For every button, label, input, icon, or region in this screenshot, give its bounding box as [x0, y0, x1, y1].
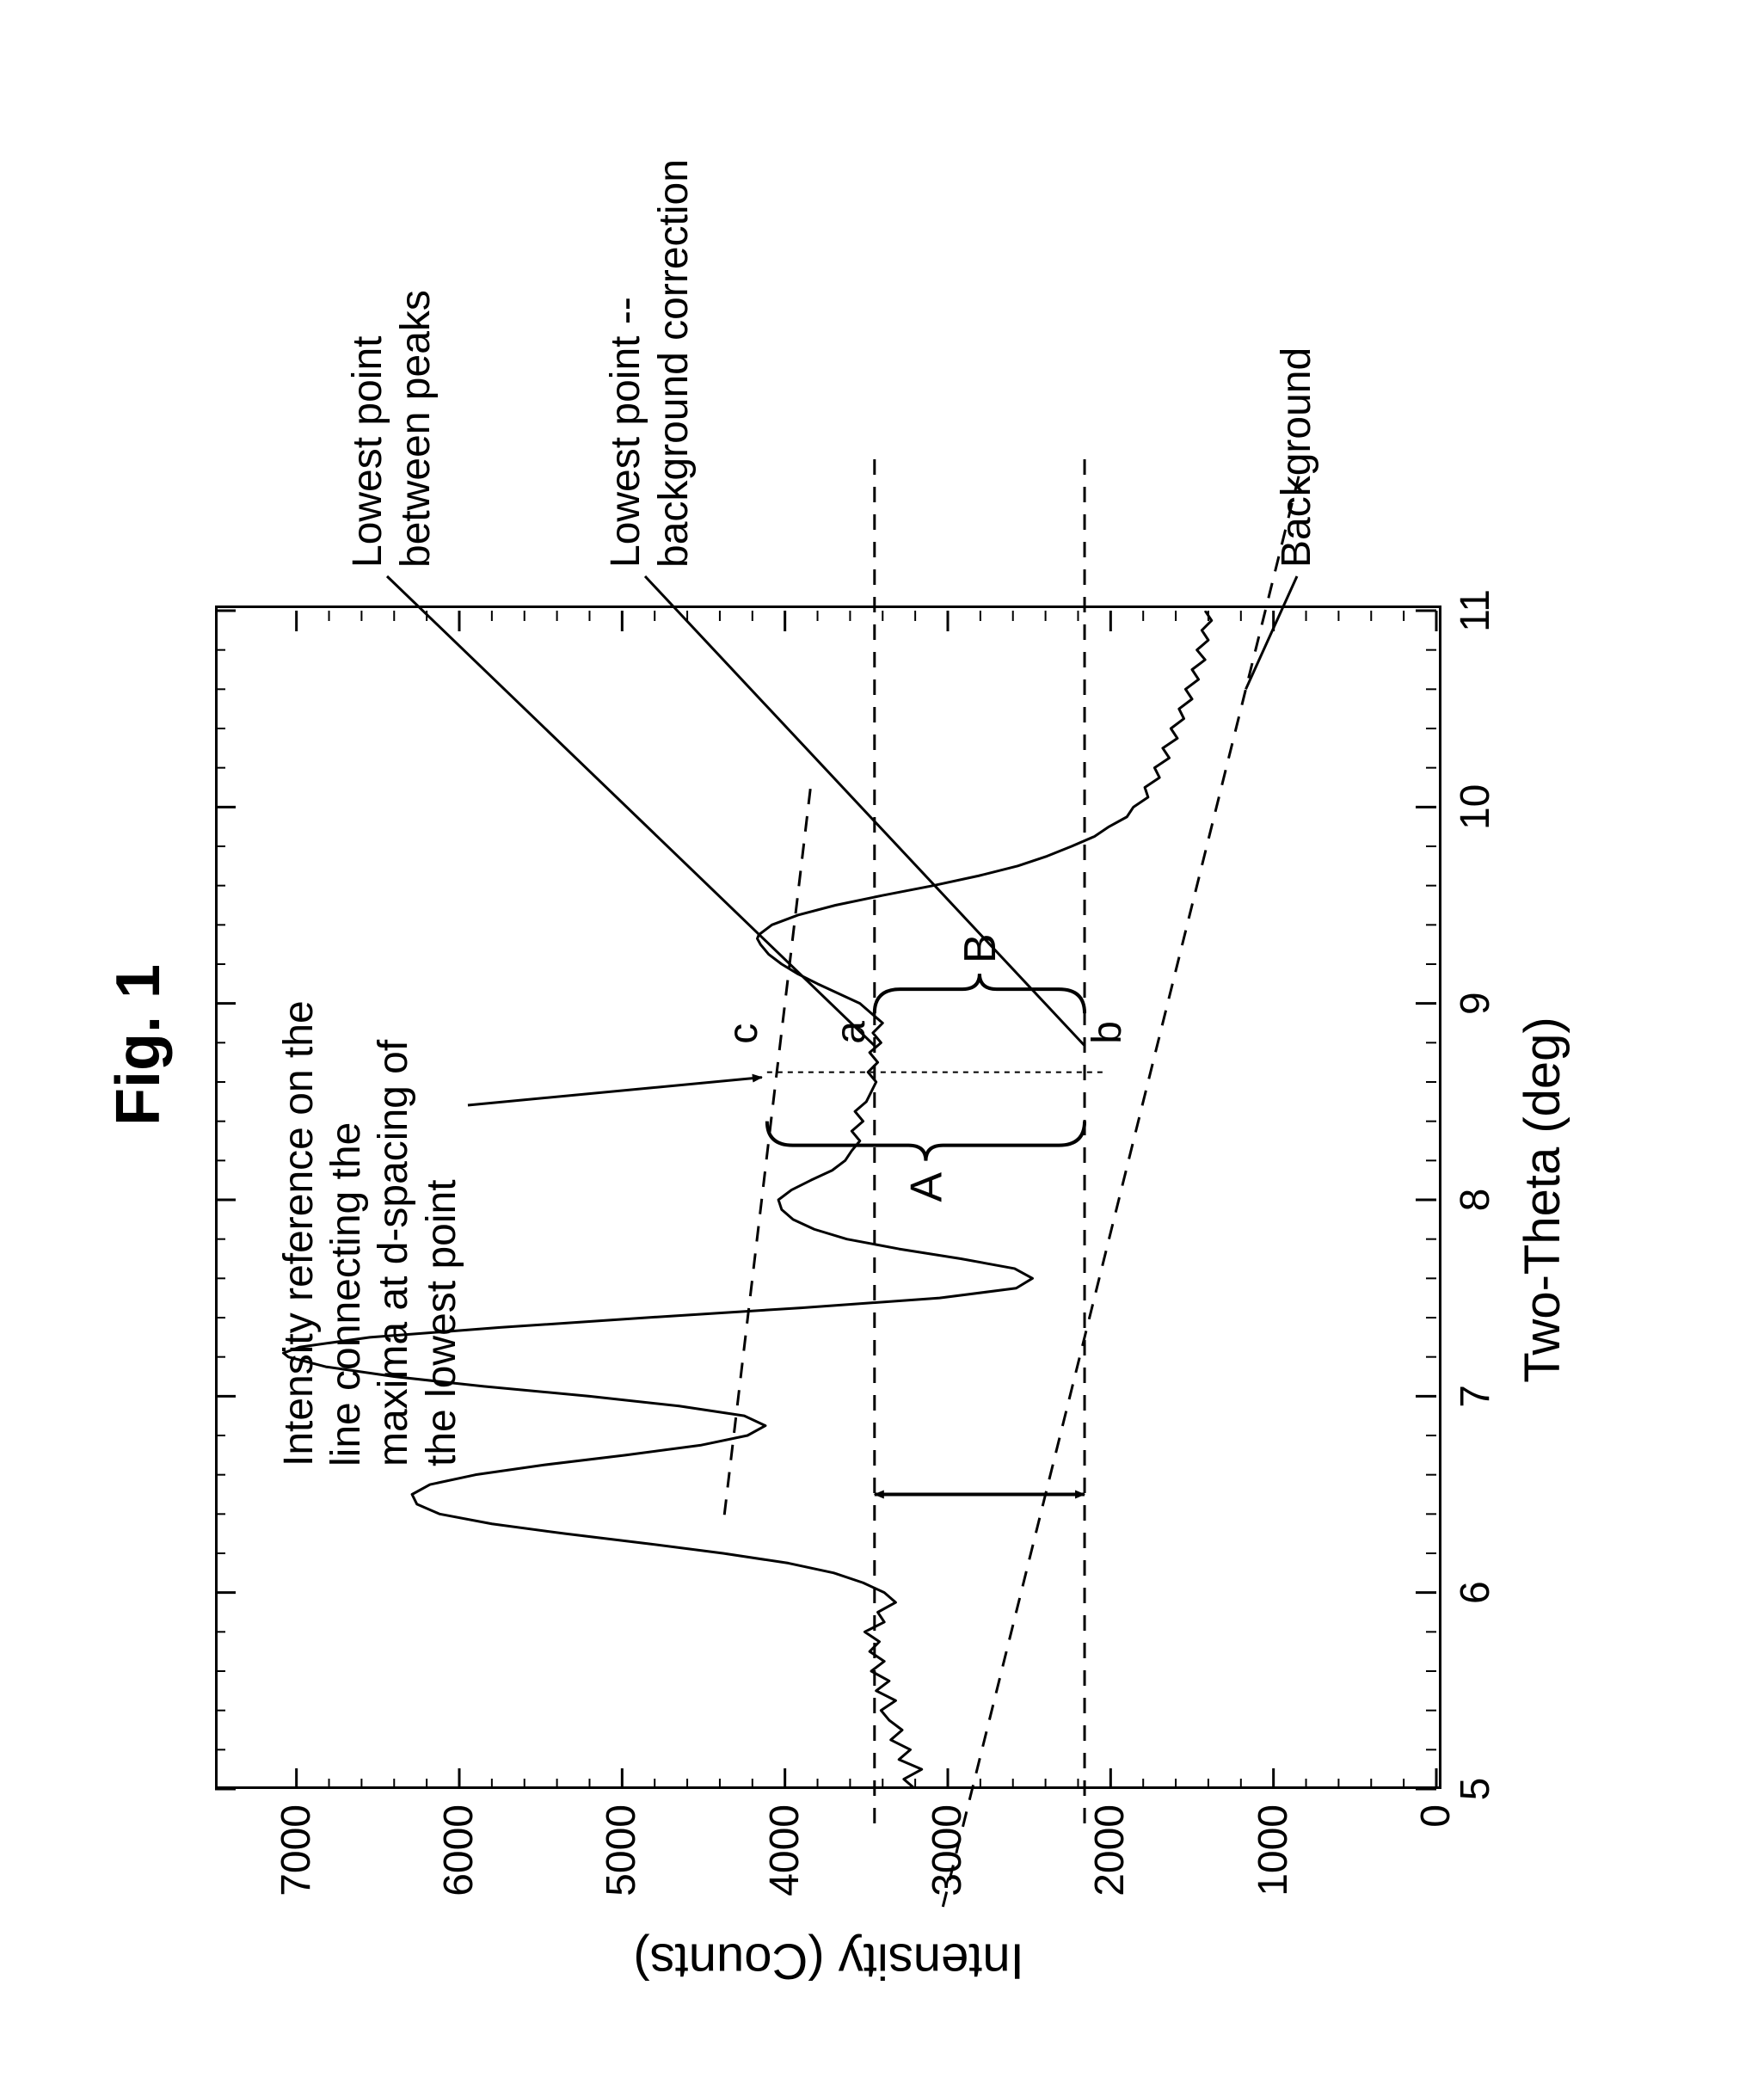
annotation-background: Background — [1273, 347, 1320, 568]
y-tick-label: 1000 — [1250, 1804, 1297, 1896]
x-tick-label: 10 — [1452, 772, 1499, 841]
y-tick-label: 7000 — [273, 1804, 320, 1896]
y-tick-label: 2000 — [1086, 1804, 1134, 1896]
annotation-bg-correction-line1: Lowest point -- — [602, 297, 649, 568]
annotation-lowest-point-line2: between peaks — [392, 290, 439, 568]
point-label-c: c — [721, 1023, 766, 1044]
y-tick-label: 6000 — [435, 1804, 482, 1896]
x-axis-label: Two-Theta (deg) — [1514, 611, 1571, 1789]
x-tick-label: 8 — [1452, 1165, 1499, 1234]
y-tick-label: 0 — [1412, 1804, 1460, 1828]
xrd-figure: Fig. 1 ABabc Two-Theta (deg) Intensity (… — [0, 0, 1764, 2090]
y-tick-label: 5000 — [598, 1804, 645, 1896]
x-tick-label: 7 — [1452, 1362, 1499, 1430]
plot-svg: ABabc — [0, 0, 1764, 2090]
x-tick-label: 6 — [1452, 1558, 1499, 1627]
y-axis-label: Intensity (Counts) — [218, 1933, 1440, 1990]
annotation-bg-correction-line2: background correction — [650, 159, 698, 568]
annotation-lowest-point-line1: Lowest point — [344, 335, 391, 568]
annotation-intensity-reference: Intensity reference on theline connectin… — [275, 933, 465, 1466]
y-tick-label: 3000 — [924, 1804, 971, 1896]
bracket-label-B: B — [956, 933, 1005, 963]
x-tick-label: 11 — [1452, 576, 1499, 645]
point-label-b: b — [1085, 1021, 1130, 1044]
y-tick-label: 4000 — [761, 1804, 808, 1896]
x-tick-label: 9 — [1452, 969, 1499, 1038]
bracket-label-A: A — [901, 1172, 951, 1202]
